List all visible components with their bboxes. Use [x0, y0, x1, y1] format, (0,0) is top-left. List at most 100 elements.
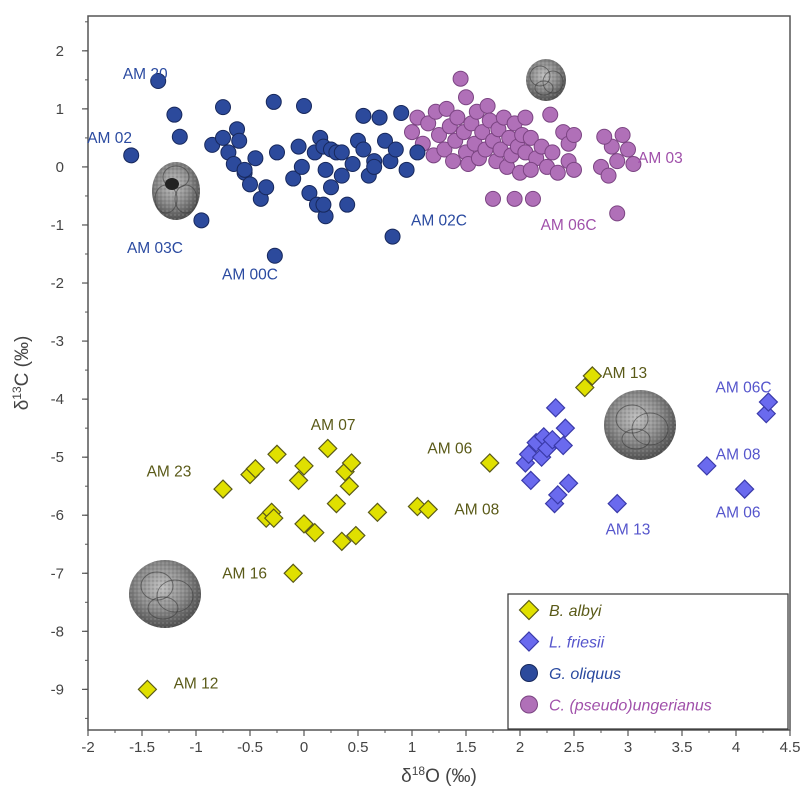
- legend-marker: [520, 664, 538, 682]
- point-label: AM 06: [716, 504, 761, 521]
- point-label: AM 06C: [541, 217, 597, 234]
- data-point: [323, 179, 339, 196]
- x-tick-label: -1: [189, 739, 202, 756]
- legend-label: C. (pseudo)ungerianus: [549, 698, 712, 715]
- data-point: [387, 141, 404, 158]
- point-label: AM 03: [638, 150, 683, 167]
- y-tick-label: 2: [56, 43, 64, 60]
- y-tick-label: 1: [56, 101, 64, 118]
- data-point: [333, 144, 350, 161]
- data-point: [524, 190, 541, 207]
- data-point: [366, 158, 383, 175]
- x-tick-label: 2: [516, 739, 524, 756]
- data-point: [355, 141, 372, 158]
- data-point: [236, 161, 253, 178]
- point-label: AM 16: [222, 565, 267, 582]
- point-annotations: AM 20 AM 02 AM 03C AM 00C AM 02C AM 06C AM 03 A…: [87, 66, 771, 693]
- point-label: AM 20: [123, 66, 168, 83]
- legend-item-g-oliquus: G. oliquus: [520, 664, 621, 683]
- legend-item-l-friesii: L. friesii: [518, 631, 605, 652]
- point-label: AM 02C: [411, 212, 467, 229]
- y-tick-label: 0: [56, 159, 64, 176]
- data-point: [301, 185, 318, 202]
- x-tick-label: -0.5: [237, 739, 263, 756]
- data-point: [520, 470, 541, 491]
- y-tick-label: -3: [51, 333, 64, 350]
- data-point: [544, 144, 561, 161]
- data-point: [452, 70, 469, 87]
- legend-item-c-pseudo-ungerianus: C. (pseudo)ungerianus: [520, 695, 712, 715]
- data-point: [193, 212, 210, 229]
- x-tick-label: 3.5: [672, 739, 693, 756]
- x-tick-label: 4: [732, 739, 740, 756]
- legend-marker: [518, 631, 540, 652]
- series-g-oliquus: [123, 73, 426, 264]
- data-point: [409, 144, 426, 161]
- data-point: [166, 106, 183, 123]
- data-point: [258, 179, 275, 196]
- y-axis-title: δ13C (‰): [10, 336, 33, 411]
- data-point: [609, 153, 626, 170]
- data-point: [506, 190, 523, 207]
- data-point: [367, 502, 388, 523]
- point-label: AM 00C: [222, 266, 278, 283]
- point-label: AM 13: [606, 522, 651, 539]
- data-point: [341, 453, 362, 473]
- data-point: [522, 161, 539, 178]
- series-b-albyi: [137, 366, 603, 700]
- data-point: [596, 128, 613, 145]
- data-point: [404, 124, 420, 141]
- legend-label: B. albyi: [549, 603, 602, 620]
- x-tick-label: 4.5: [780, 739, 801, 756]
- data-marks: [123, 70, 779, 700]
- data-point: [339, 196, 356, 213]
- data-point: [326, 493, 347, 514]
- data-point: [479, 453, 500, 473]
- data-point: [398, 161, 415, 178]
- y-tick-label: -4: [51, 391, 64, 408]
- data-point: [558, 473, 579, 494]
- data-point: [485, 190, 501, 207]
- legend-label: G. oliquus: [549, 666, 621, 683]
- x-tick-label: -2: [81, 739, 94, 756]
- legend: B. albyi L. friesii G. oliquus C. (pseudo)u…: [507, 593, 789, 730]
- data-point: [294, 514, 314, 534]
- data-point: [150, 73, 167, 90]
- data-point: [614, 127, 631, 143]
- data-point: [431, 127, 447, 143]
- x-tick-label: 0: [300, 739, 308, 756]
- y-tick-label: -8: [51, 623, 64, 640]
- point-label: AM 06: [427, 440, 472, 457]
- data-point: [436, 141, 453, 158]
- data-point: [294, 456, 314, 476]
- data-point: [344, 156, 361, 173]
- point-label: AM 08: [454, 501, 499, 518]
- data-point: [384, 228, 401, 245]
- data-point: [545, 397, 566, 418]
- data-point: [331, 531, 352, 552]
- data-point: [625, 156, 642, 173]
- data-point: [290, 138, 307, 155]
- data-point: [339, 476, 360, 497]
- specimen-images: [129, 59, 676, 628]
- data-point: [566, 161, 582, 178]
- x-tick-label: 2.5: [564, 739, 585, 756]
- data-point: [566, 127, 582, 143]
- y-tick-label: -6: [51, 507, 64, 524]
- data-point: [549, 164, 566, 181]
- point-label: AM 06C: [716, 380, 772, 397]
- x-tick-label: 1.5: [456, 739, 477, 756]
- data-point: [517, 109, 534, 126]
- data-point: [696, 456, 717, 476]
- y-tick-label: -5: [51, 449, 64, 466]
- data-point: [582, 366, 603, 386]
- legend-marker: [518, 599, 540, 621]
- data-point: [266, 247, 283, 264]
- data-point: [213, 479, 233, 499]
- aperture-icon: [165, 178, 179, 190]
- foraminifera-specimen-icon-4: [129, 560, 201, 628]
- data-point: [317, 438, 338, 459]
- data-point: [317, 161, 334, 178]
- data-point: [265, 93, 282, 110]
- data-point: [242, 176, 258, 193]
